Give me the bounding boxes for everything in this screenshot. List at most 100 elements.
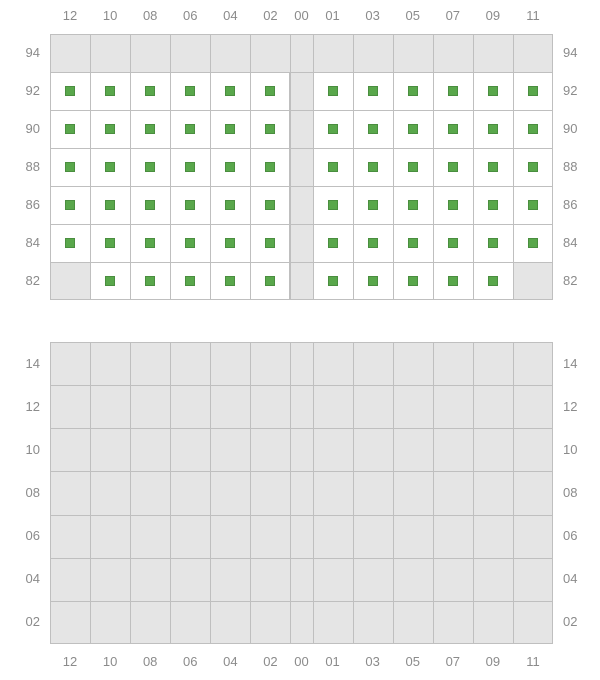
slot-marker[interactable] <box>408 86 418 96</box>
slot-marker[interactable] <box>185 238 195 248</box>
slot-marker[interactable] <box>328 200 338 210</box>
slot-marker[interactable] <box>368 86 378 96</box>
slot-marker[interactable] <box>368 238 378 248</box>
slot-marker[interactable] <box>368 124 378 134</box>
slot-marker[interactable] <box>225 86 235 96</box>
gridline-v <box>433 342 434 644</box>
slot-marker[interactable] <box>265 200 275 210</box>
col-label: 09 <box>483 654 503 669</box>
slot-marker[interactable] <box>448 276 458 286</box>
slot-marker[interactable] <box>488 238 498 248</box>
col-label: 01 <box>323 8 343 23</box>
gridline-v <box>170 342 171 644</box>
slot-marker[interactable] <box>105 86 115 96</box>
slot-marker[interactable] <box>328 124 338 134</box>
slot-marker[interactable] <box>528 86 538 96</box>
slot-marker[interactable] <box>185 276 195 286</box>
slot-marker[interactable] <box>145 124 155 134</box>
row-label-left: 04 <box>20 571 40 586</box>
slot-marker[interactable] <box>265 162 275 172</box>
slot-marker[interactable] <box>528 162 538 172</box>
row-label-left: 82 <box>20 273 40 288</box>
row-label-right: 92 <box>563 83 583 98</box>
slot-marker[interactable] <box>145 238 155 248</box>
gridline-h <box>50 515 553 516</box>
slot-marker[interactable] <box>408 124 418 134</box>
slot-marker[interactable] <box>145 200 155 210</box>
row-label-right: 12 <box>563 399 583 414</box>
row-label-left: 08 <box>20 485 40 500</box>
slot-marker[interactable] <box>448 162 458 172</box>
col-label: 05 <box>403 654 423 669</box>
col-label: 03 <box>363 654 383 669</box>
slot-marker[interactable] <box>105 162 115 172</box>
slot-marker[interactable] <box>265 238 275 248</box>
slot-marker[interactable] <box>488 200 498 210</box>
slot-marker[interactable] <box>265 86 275 96</box>
row-label-right: 10 <box>563 442 583 457</box>
slot-marker[interactable] <box>225 200 235 210</box>
slot-marker[interactable] <box>488 86 498 96</box>
col-label: 00 <box>292 8 312 23</box>
slot-marker[interactable] <box>488 276 498 286</box>
slot-marker[interactable] <box>65 86 75 96</box>
slot-marker[interactable] <box>528 238 538 248</box>
slot-marker[interactable] <box>408 238 418 248</box>
slot-marker[interactable] <box>368 276 378 286</box>
slot-marker[interactable] <box>65 124 75 134</box>
slot-marker[interactable] <box>65 200 75 210</box>
slot-marker[interactable] <box>328 86 338 96</box>
slot-marker[interactable] <box>448 200 458 210</box>
gridline-v <box>250 342 251 644</box>
gridline-h <box>50 110 290 111</box>
slot-marker[interactable] <box>408 200 418 210</box>
slot-marker[interactable] <box>448 86 458 96</box>
slot-marker[interactable] <box>448 124 458 134</box>
slot-marker[interactable] <box>105 124 115 134</box>
slot-marker[interactable] <box>65 162 75 172</box>
slot-marker[interactable] <box>265 124 275 134</box>
col-label: 01 <box>323 654 343 669</box>
gridline-h <box>50 385 553 386</box>
slot-marker[interactable] <box>528 124 538 134</box>
slot-marker[interactable] <box>225 162 235 172</box>
slot-marker[interactable] <box>408 162 418 172</box>
slot-marker[interactable] <box>225 276 235 286</box>
col-label: 09 <box>483 8 503 23</box>
slot-marker[interactable] <box>185 86 195 96</box>
slot-marker[interactable] <box>185 124 195 134</box>
row-label-right: 02 <box>563 614 583 629</box>
slot-marker[interactable] <box>368 162 378 172</box>
slot-marker[interactable] <box>185 162 195 172</box>
slot-marker[interactable] <box>328 238 338 248</box>
slot-marker[interactable] <box>225 124 235 134</box>
slot-marker[interactable] <box>105 200 115 210</box>
slot-marker[interactable] <box>448 238 458 248</box>
row-label-left: 10 <box>20 442 40 457</box>
slot-marker[interactable] <box>528 200 538 210</box>
slot-marker[interactable] <box>105 238 115 248</box>
slot-marker[interactable] <box>488 124 498 134</box>
slot-marker[interactable] <box>145 276 155 286</box>
row-label-right: 86 <box>563 197 583 212</box>
slot-marker[interactable] <box>65 238 75 248</box>
row-label-right: 08 <box>563 485 583 500</box>
slot-marker[interactable] <box>185 200 195 210</box>
slot-marker[interactable] <box>225 238 235 248</box>
col-label: 11 <box>523 8 543 23</box>
slot-marker[interactable] <box>328 162 338 172</box>
slot-marker[interactable] <box>145 86 155 96</box>
row-label-right: 04 <box>563 571 583 586</box>
slot-marker[interactable] <box>368 200 378 210</box>
slot-marker[interactable] <box>328 276 338 286</box>
slot-marker[interactable] <box>265 276 275 286</box>
slot-marker[interactable] <box>105 276 115 286</box>
slot-marker[interactable] <box>145 162 155 172</box>
slot-marker[interactable] <box>408 276 418 286</box>
empty-slot <box>514 263 552 299</box>
gridline-h <box>313 186 553 187</box>
col-label: 12 <box>60 654 80 669</box>
row-label-right: 84 <box>563 235 583 250</box>
slot-marker[interactable] <box>488 162 498 172</box>
gridline-h <box>50 428 553 429</box>
